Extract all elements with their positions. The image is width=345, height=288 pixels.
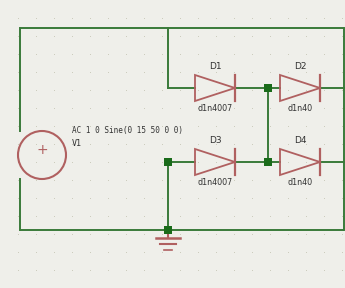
Text: d1n40: d1n40	[287, 104, 313, 113]
Text: D3: D3	[209, 136, 221, 145]
Text: +: +	[36, 143, 48, 157]
Text: D2: D2	[294, 62, 306, 71]
Text: d1n40: d1n40	[287, 178, 313, 187]
Text: d1n4007: d1n4007	[197, 104, 233, 113]
Text: d1n4007: d1n4007	[197, 178, 233, 187]
Text: AC 1 0 Sine(0 15 50 0 0): AC 1 0 Sine(0 15 50 0 0)	[72, 126, 183, 134]
Text: V1: V1	[72, 139, 82, 147]
Text: D1: D1	[209, 62, 221, 71]
Text: D4: D4	[294, 136, 306, 145]
